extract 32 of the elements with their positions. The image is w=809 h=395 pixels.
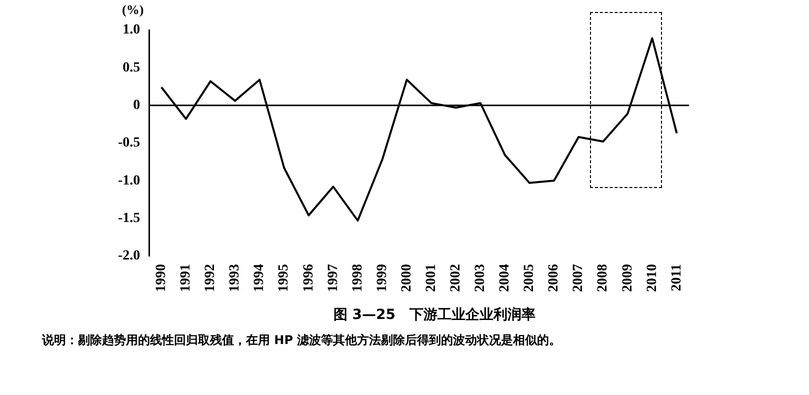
x-tick-label: 1991 [178, 264, 194, 292]
y-tick-label: -0.5 [118, 136, 140, 151]
x-tick-label: 1990 [154, 264, 170, 292]
x-tick-label: 2008 [596, 264, 611, 292]
x-tick-label: 1993 [228, 264, 243, 292]
x-tick-label: 2005 [522, 264, 538, 292]
y-tick-label: 1.0 [122, 22, 140, 38]
x-tick-label: 2010 [644, 264, 660, 292]
x-tick-label: 2004 [498, 264, 513, 292]
x-tick-label: 2001 [424, 264, 439, 292]
y-tick-label: -2.0 [118, 248, 140, 264]
x-tick-label: 1998 [350, 264, 366, 292]
y-tick-label: -1.0 [118, 173, 140, 188]
x-tick-label: 2003 [473, 264, 488, 292]
text: 说明：剔除趋势用的线性回归取残值，在用 HP 滤波等其他方法剔除后得到的波动状况是相似的。 [42, 332, 562, 349]
x-tick-label: 1996 [301, 264, 316, 292]
x-tick-label: 2002 [448, 264, 464, 292]
x-tick-label: 1995 [276, 264, 292, 292]
y-tick-label: 0 [133, 98, 140, 113]
x-tick-label: 2000 [399, 264, 414, 292]
x-tick-label: 2007 [571, 264, 586, 292]
x-tick-label: 1992 [203, 264, 218, 292]
x-tick-label: 2009 [620, 264, 636, 292]
x-tick-label: 2011 [669, 264, 684, 292]
y-tick-label: 0.5 [122, 60, 140, 76]
text: 图 3—25 下游工业企业利润率 [332, 306, 537, 324]
x-tick-label: 2006 [546, 264, 562, 292]
y-axis-title: (%) [122, 2, 144, 18]
y-tick-label: -1.5 [118, 210, 140, 226]
x-tick-label: 1999 [374, 264, 390, 292]
x-tick-label: 1994 [252, 264, 268, 292]
x-tick-label: 1997 [326, 264, 341, 292]
